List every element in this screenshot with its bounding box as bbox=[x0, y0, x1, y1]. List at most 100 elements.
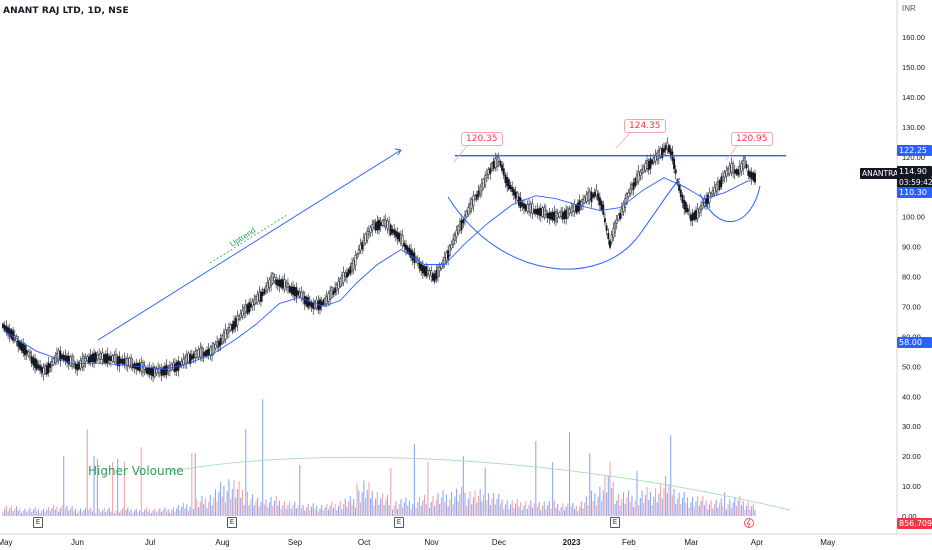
candle-body bbox=[312, 302, 315, 310]
candle-body bbox=[351, 263, 353, 272]
candle-body bbox=[447, 250, 450, 260]
volume-bar bbox=[118, 512, 120, 516]
candle-body bbox=[531, 203, 534, 214]
candle-body bbox=[379, 221, 382, 227]
candle-body bbox=[501, 164, 504, 171]
volume-bar bbox=[407, 505, 409, 516]
earnings-marker-3[interactable]: E bbox=[394, 517, 404, 528]
volume-bar bbox=[278, 500, 281, 516]
candle-body bbox=[187, 352, 190, 363]
volume-bar bbox=[80, 508, 82, 516]
volume-bar bbox=[489, 505, 491, 516]
candle-body bbox=[485, 174, 488, 179]
volume-bar bbox=[619, 505, 621, 516]
volume-bar bbox=[289, 501, 291, 516]
candle-body bbox=[340, 275, 343, 285]
candle-body bbox=[44, 365, 47, 374]
candle-body bbox=[180, 360, 183, 366]
x-tick-label: May bbox=[0, 538, 13, 547]
volume-bar bbox=[69, 508, 71, 516]
volume-bar bbox=[547, 504, 549, 516]
candle-body bbox=[620, 207, 623, 216]
volume-bar bbox=[199, 501, 201, 516]
volume-bar bbox=[297, 505, 299, 516]
x-tick-label: Nov bbox=[424, 538, 438, 547]
volume-bar bbox=[287, 504, 289, 516]
candle-body bbox=[5, 326, 8, 333]
candle-body bbox=[77, 362, 80, 370]
candle-body bbox=[238, 315, 241, 320]
volume-bar bbox=[687, 497, 689, 516]
volume-bar bbox=[412, 504, 414, 516]
candle-body bbox=[167, 367, 170, 372]
candle-body bbox=[79, 360, 82, 369]
candle-body bbox=[265, 285, 267, 292]
earnings-marker-1[interactable]: E bbox=[33, 517, 43, 528]
volume-bar bbox=[452, 504, 454, 516]
volume-bar bbox=[535, 441, 537, 516]
volume-bar bbox=[78, 510, 80, 516]
candle-body bbox=[106, 353, 109, 364]
volume-bar bbox=[627, 490, 630, 516]
candle-body bbox=[595, 189, 598, 197]
candle-body bbox=[492, 160, 495, 170]
volume-bar bbox=[251, 494, 254, 516]
volume-bar bbox=[196, 499, 198, 516]
volume-bar bbox=[521, 510, 523, 516]
volume-bar bbox=[110, 511, 112, 516]
candle-body bbox=[689, 214, 692, 222]
candle-body bbox=[597, 193, 600, 201]
volume-bar bbox=[456, 488, 458, 516]
candle-body bbox=[362, 237, 365, 246]
volume-bar bbox=[24, 508, 26, 516]
candle-body bbox=[507, 179, 510, 190]
candle-body bbox=[524, 204, 527, 211]
earnings-marker-4[interactable]: E bbox=[610, 517, 620, 528]
candle-body bbox=[61, 354, 63, 359]
candle-body bbox=[649, 158, 652, 169]
callout-connector bbox=[725, 145, 738, 161]
candle-body bbox=[526, 204, 529, 212]
volume-bar bbox=[474, 490, 476, 516]
volume-bar bbox=[553, 500, 555, 516]
volume-bar bbox=[499, 504, 501, 516]
volume-bar bbox=[198, 507, 200, 516]
volume-bar bbox=[282, 505, 284, 516]
candle-body bbox=[563, 210, 566, 220]
trend-label: Uptrend bbox=[228, 226, 257, 249]
candle-body bbox=[32, 357, 35, 366]
candle-body bbox=[607, 233, 610, 240]
volume-bar bbox=[265, 499, 267, 516]
volume-bar bbox=[471, 504, 473, 516]
candle-body bbox=[219, 338, 222, 346]
candle-body bbox=[384, 219, 387, 228]
volume-bar bbox=[698, 505, 700, 516]
earnings-marker-2[interactable]: E bbox=[227, 517, 237, 528]
candle-body bbox=[372, 220, 375, 229]
volume-bar bbox=[383, 504, 385, 516]
volume-bar bbox=[112, 462, 114, 516]
candle-body bbox=[452, 239, 455, 245]
candle-body bbox=[313, 301, 316, 309]
volume-bar bbox=[712, 508, 714, 516]
volume-bar bbox=[654, 488, 657, 516]
volume-bar bbox=[692, 496, 694, 516]
candle-body bbox=[216, 341, 219, 347]
volume-bar bbox=[68, 510, 70, 516]
volume-bar bbox=[601, 500, 603, 516]
candle-body bbox=[668, 145, 670, 153]
volume-bar bbox=[589, 453, 591, 516]
volume-bar bbox=[472, 497, 474, 516]
candle-body bbox=[344, 272, 347, 277]
candle-body bbox=[612, 228, 615, 238]
volume-bar bbox=[418, 496, 421, 516]
volume-bar bbox=[39, 513, 41, 516]
candle-body bbox=[324, 298, 326, 305]
volume-bar bbox=[538, 502, 540, 516]
volume-bar bbox=[63, 456, 65, 516]
volume-bar bbox=[58, 511, 60, 516]
volume-bar bbox=[633, 507, 635, 516]
volume-bar bbox=[186, 504, 188, 516]
candle-body bbox=[184, 356, 187, 365]
